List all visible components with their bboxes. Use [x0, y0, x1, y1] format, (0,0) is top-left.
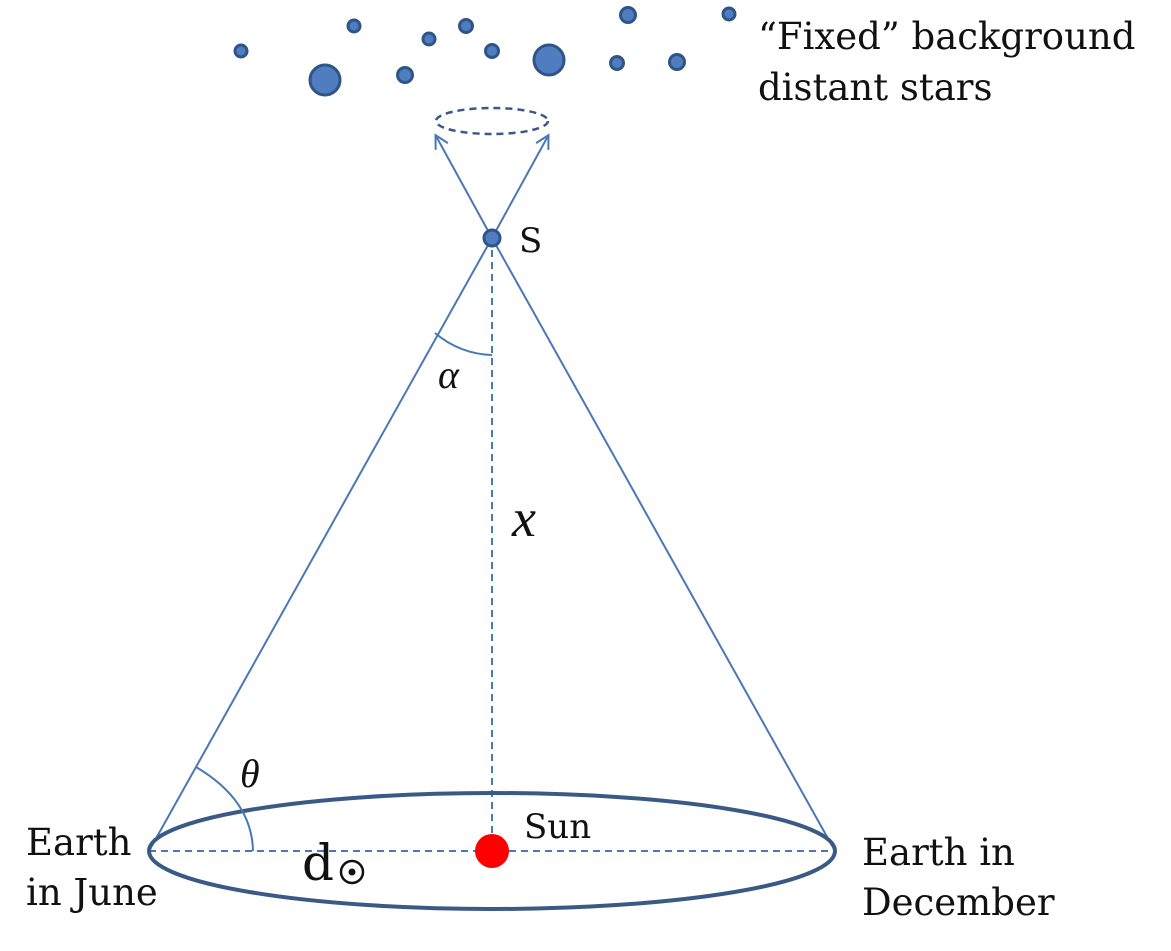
sightline-june	[148, 237, 493, 852]
background-star	[609, 55, 625, 71]
background-star	[619, 6, 637, 24]
alpha-angle-arc	[434, 332, 493, 356]
nearby-star-s	[482, 228, 502, 248]
background-star	[308, 63, 342, 97]
sun	[475, 834, 509, 868]
star-s-label: S	[519, 221, 542, 261]
theta-angle-arc	[195, 766, 254, 852]
background-star	[532, 43, 566, 77]
background-star	[421, 31, 437, 47]
fixed-stars-label-line1: “Fixed” background	[758, 15, 1135, 58]
background-star	[484, 43, 500, 59]
earth-december-label-line1: Earth in	[862, 831, 1015, 874]
x-label: x	[511, 488, 536, 548]
background-star	[346, 18, 362, 34]
d-sun-label: d	[302, 834, 334, 892]
earth-june-label-line1: Earth	[26, 821, 131, 864]
background-star	[233, 43, 249, 59]
earth-december-label-line2: December	[862, 881, 1055, 924]
background-star	[396, 66, 414, 84]
sightline-extension-from-june	[491, 136, 548, 239]
d-sun-label-group: d	[302, 834, 365, 892]
background-star	[721, 6, 737, 22]
background-star	[458, 18, 474, 34]
sightline-extension-from-december	[436, 136, 493, 239]
earth-orbit	[147, 791, 837, 911]
background-stars	[233, 6, 737, 97]
theta-label: θ	[240, 751, 260, 796]
sun-label: Sun	[524, 807, 591, 847]
earth-june-label-line2: in June	[26, 871, 158, 914]
sun-symbol-icon	[339, 859, 365, 885]
sun-symbol-dot-icon	[348, 868, 356, 876]
fixed-stars-label-line2: distant stars	[758, 66, 992, 109]
alpha-label: α	[438, 352, 460, 397]
apparent-motion-ellipse	[434, 106, 550, 136]
background-star	[668, 53, 686, 71]
sightline-december	[491, 237, 836, 852]
